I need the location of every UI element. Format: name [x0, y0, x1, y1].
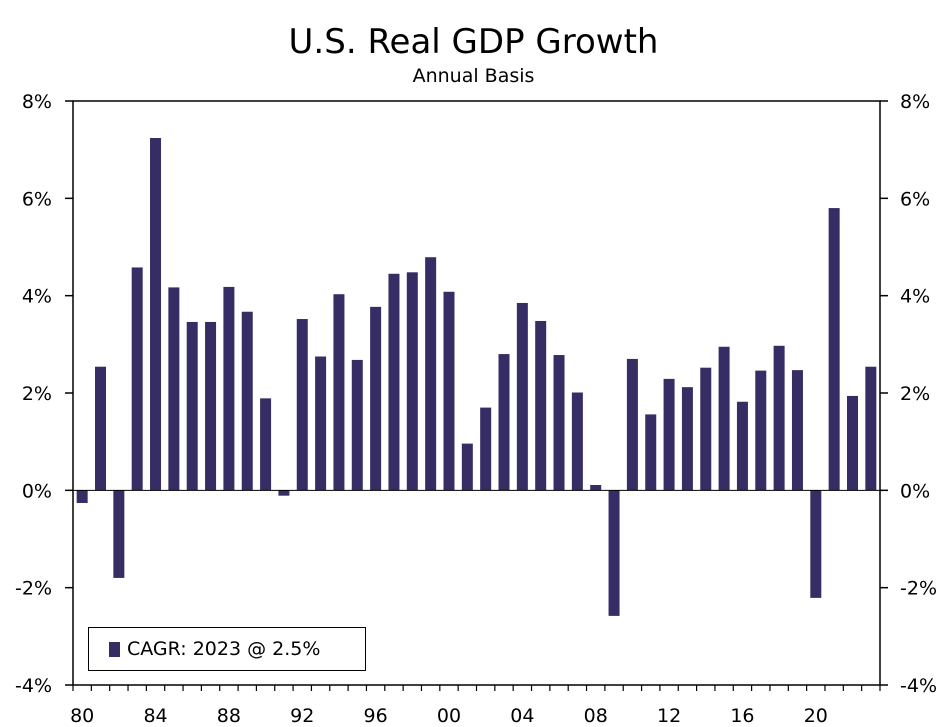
x-tick-label: 88: [217, 705, 241, 727]
bar: [480, 407, 492, 491]
x-tick-label: 80: [70, 705, 94, 727]
x-tick-label: 04: [510, 705, 534, 727]
y-tick-label-right: 2%: [900, 383, 930, 405]
x-tick-label: 20: [804, 705, 828, 727]
bar: [755, 370, 767, 491]
bar: [553, 355, 565, 491]
x-tick-label: 84: [143, 705, 167, 727]
bar: [590, 484, 602, 491]
bar: [186, 321, 198, 491]
y-tick-label-right: -4%: [900, 675, 937, 697]
bar: [791, 370, 803, 491]
y-tick-label-left: 8%: [22, 91, 52, 113]
chart-subtitle: Annual Basis: [412, 65, 535, 87]
bar: [113, 490, 125, 578]
x-tick-label: 12: [657, 705, 681, 727]
y-tick-label-right: 0%: [900, 480, 930, 502]
legend-swatch: [109, 641, 120, 657]
bar: [223, 286, 235, 491]
bar: [516, 302, 528, 491]
y-tick-label-left: 6%: [22, 188, 52, 210]
bar: [700, 367, 712, 491]
bar: [296, 319, 308, 491]
x-tick-label: 08: [584, 705, 608, 727]
bar: [406, 272, 418, 491]
y-tick-label-right: 4%: [900, 286, 930, 308]
bar: [370, 306, 382, 491]
bar: [645, 414, 657, 491]
y-tick-label-left: 0%: [22, 480, 52, 502]
bar: [535, 320, 547, 491]
bar: [773, 345, 785, 491]
y-tick-label-left: -2%: [15, 578, 52, 600]
bar: [846, 395, 858, 491]
y-tick-label-left: -4%: [15, 675, 52, 697]
chart-title: U.S. Real GDP Growth: [288, 22, 659, 62]
bar: [205, 321, 217, 491]
bar: [351, 359, 363, 491]
x-tick-label: 00: [437, 705, 461, 727]
y-tick-label-left: 4%: [22, 286, 52, 308]
y-tick-label-left: 2%: [22, 383, 52, 405]
bar: [443, 291, 455, 491]
x-tick-label: 96: [364, 705, 388, 727]
bar: [571, 392, 583, 491]
legend: CAGR: 2023 @ 2.5%: [88, 627, 366, 671]
bar: [131, 267, 143, 491]
bar: [498, 354, 510, 491]
bar: [810, 490, 822, 598]
bar: [865, 366, 877, 491]
bar: [260, 398, 272, 491]
legend-label: CAGR: 2023 @ 2.5%: [127, 638, 321, 660]
bar: [76, 490, 88, 503]
bar: [278, 490, 290, 496]
bar: [681, 387, 693, 491]
bar: [663, 378, 675, 491]
bar: [388, 273, 400, 491]
bar: [626, 358, 638, 491]
bar: [718, 346, 730, 491]
bar: [315, 356, 327, 491]
bar: [828, 208, 840, 491]
bar: [736, 401, 748, 491]
bar: [425, 257, 437, 491]
bar: [333, 294, 345, 491]
y-tick-label-right: -2%: [900, 578, 937, 600]
bar: [150, 137, 162, 491]
y-tick-label-right: 6%: [900, 188, 930, 210]
x-tick-label: 92: [290, 705, 314, 727]
x-tick-label: 16: [730, 705, 754, 727]
bar: [241, 311, 253, 491]
bar: [608, 490, 620, 616]
bar: [461, 443, 473, 491]
bar: [168, 287, 180, 491]
y-tick-label-right: 8%: [900, 91, 930, 113]
bar: [95, 366, 107, 491]
